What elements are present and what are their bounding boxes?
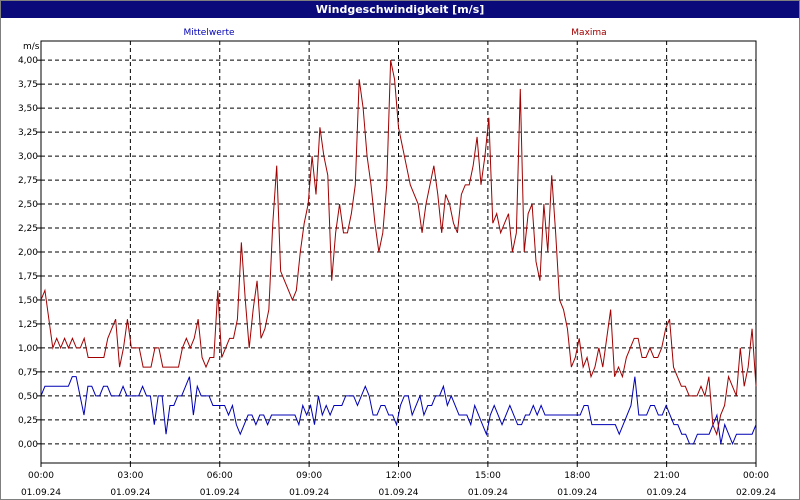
x-tick-date: 01.09.24 xyxy=(468,488,508,498)
x-tick-time: 12:00 xyxy=(386,471,412,481)
x-tick-date: 01.09.24 xyxy=(378,488,418,498)
x-axis-ticks: 00:00 01.09.24 03:00 01.09.24 06:00 01.09.24 0… xyxy=(21,463,776,498)
legend-mittelwerte: Mittelwerte xyxy=(183,28,234,38)
y-tick-label: 3,50 xyxy=(18,104,38,114)
x-tick-time: 09:00 xyxy=(296,471,322,481)
y-tick-label: 4,00 xyxy=(18,56,38,66)
y-tick-label: 0,25 xyxy=(18,416,38,426)
y-tick-label: 1,25 xyxy=(18,320,38,330)
y-tick-label: 1,75 xyxy=(18,272,38,282)
series-line-mittelwerte xyxy=(40,376,757,446)
y-tick-label: 3,00 xyxy=(18,152,38,162)
x-tick-time: 03:00 xyxy=(117,471,143,481)
x-tick-time: 15:00 xyxy=(475,471,501,481)
x-tick-date: 01.09.24 xyxy=(289,488,329,498)
y-tick-label: 3,25 xyxy=(18,128,38,138)
x-tick-date: 01.09.24 xyxy=(557,488,597,498)
y-tick-label: 2,25 xyxy=(18,224,38,234)
x-tick-date: 01.09.24 xyxy=(647,488,687,498)
y-axis-unit: m/s xyxy=(23,42,40,52)
x-tick-time: 06:00 xyxy=(207,471,233,481)
y-tick-label: 2,75 xyxy=(18,176,38,186)
y-tick-label: 0,00 xyxy=(18,440,38,450)
y-tick-label: 0,50 xyxy=(18,392,38,402)
x-tick-time: 00:00 xyxy=(743,471,769,481)
y-tick-label: 2,50 xyxy=(18,200,38,210)
series-lines xyxy=(40,60,757,446)
chart-title: Windgeschwindigkeit [m/s] xyxy=(1,1,799,18)
x-tick-time: 18:00 xyxy=(564,471,590,481)
x-tick-date: 02.09.24 xyxy=(736,488,776,498)
y-axis-ticks: 4,00 3,75 3,50 3,25 3,00 2,75 2,50 2,25 2,00 1,75… xyxy=(18,56,41,450)
y-tick-label: 3,75 xyxy=(18,80,38,90)
x-tick-time: 21:00 xyxy=(654,471,680,481)
y-tick-label: 1,50 xyxy=(18,296,38,306)
x-tick-date: 01.09.24 xyxy=(21,488,61,498)
legend-maxima: Maxima xyxy=(571,28,606,38)
x-tick-date: 01.09.24 xyxy=(110,488,150,498)
y-tick-label: 0,75 xyxy=(18,368,38,378)
x-tick-date: 01.09.24 xyxy=(200,488,240,498)
x-tick-time: 00:00 xyxy=(28,471,54,481)
y-tick-label: 2,00 xyxy=(18,248,38,258)
y-tick-label: 1,00 xyxy=(18,344,38,354)
series-line-maxima xyxy=(40,60,757,436)
